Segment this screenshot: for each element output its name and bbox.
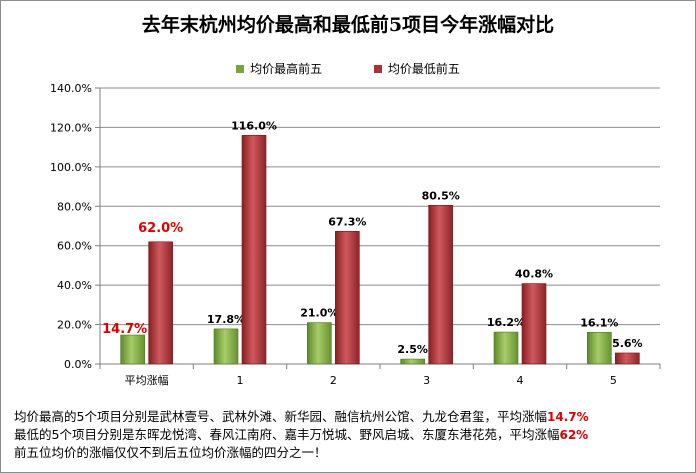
x-tick-label: 4 <box>517 374 524 387</box>
legend-item-low: 均价最低前五 <box>373 60 460 77</box>
bar-chart: 0.0%20.0%40.0%60.0%80.0%100.0%120.0%140.… <box>50 82 661 387</box>
data-label-low-5: 5.6% <box>612 337 643 350</box>
footer-line-2: 最低的5个项目分别是东晖龙悦湾、春风江南府、嘉丰万悦城、野风启城、东厦东港花苑，… <box>14 426 694 444</box>
legend-label-low: 均价最低前五 <box>387 62 460 76</box>
chart-title: 去年末杭州均价最高和最低前5项目今年涨幅对比 <box>141 14 555 36</box>
data-label-high-5: 16.1% <box>580 316 618 329</box>
y-tick-label: 140.0% <box>50 82 92 95</box>
y-tick-label: 0.0% <box>64 358 92 371</box>
footer-line-2-text: 最低的5个项目分别是东晖龙悦湾、春风江南府、嘉丰万悦城、野风启城、东厦东港花苑，… <box>14 427 560 442</box>
data-label-low-0: 62.0% <box>138 221 183 236</box>
data-label-high-3: 2.5% <box>397 343 428 356</box>
legend: 均价最高前五 均价最低前五 <box>0 60 696 77</box>
x-tick-label: 3 <box>423 374 430 387</box>
y-tick-label: 120.0% <box>50 121 92 134</box>
footer-line-1: 均价最高的5个项目分别是武林壹号、武林外滩、新华园、融信杭州公馆、九龙仓君玺，平… <box>14 408 694 426</box>
x-tick-label: 5 <box>610 374 617 387</box>
bar-high-3 <box>400 358 425 365</box>
x-tick-label: 2 <box>330 374 337 387</box>
data-label-high-1: 17.8% <box>207 313 245 326</box>
data-label-high-4: 16.2% <box>487 316 525 329</box>
bar-low-2 <box>335 231 360 365</box>
bar-low-0 <box>148 241 173 365</box>
data-label-low-4: 40.8% <box>515 268 553 281</box>
bar-low-1 <box>241 135 267 365</box>
legend-swatch-high <box>236 64 245 73</box>
bar-high-0 <box>120 334 145 365</box>
footer-line-2-value: 62% <box>559 428 589 442</box>
y-tick-label: 20.0% <box>57 319 92 332</box>
data-label-low-1: 116.0% <box>231 119 277 132</box>
bar-low-5 <box>615 352 640 365</box>
footer-line-3: 前五位均价的涨幅仅仅不到后五位均价涨幅的四分之一！ <box>14 445 327 460</box>
x-tick-label: 平均涨幅 <box>125 374 169 387</box>
footer-line-1-text: 均价最高的5个项目分别是武林壹号、武林外滩、新华园、融信杭州公馆、九龙仓君玺，平… <box>14 409 547 424</box>
data-label-low-3: 80.5% <box>422 189 460 202</box>
bar-low-3 <box>428 205 453 365</box>
bar-high-1 <box>213 328 239 365</box>
bar-low-4 <box>521 283 547 365</box>
bar-high-2 <box>307 322 332 365</box>
footer-line-1-value: 14.7% <box>546 410 589 424</box>
legend-label-high: 均价最高前五 <box>250 62 323 76</box>
data-label-high-0: 14.7% <box>102 322 147 337</box>
bar-high-5 <box>587 331 612 365</box>
y-tick-label: 60.0% <box>57 240 92 253</box>
data-label-low-2: 67.3% <box>328 215 366 228</box>
footer-notes: 均价最高的5个项目分别是武林壹号、武林外滩、新华园、融信杭州公馆、九龙仓君玺，平… <box>14 408 694 462</box>
legend-swatch-low <box>373 64 382 73</box>
y-tick-label: 80.0% <box>57 200 92 213</box>
legend-item-high: 均价最高前五 <box>236 60 322 77</box>
y-tick-label: 100.0% <box>50 161 92 174</box>
data-label-high-2: 21.0% <box>300 307 338 320</box>
bar-high-4 <box>493 331 519 365</box>
x-tick-label: 1 <box>237 374 244 387</box>
y-tick-label: 40.0% <box>57 279 92 292</box>
